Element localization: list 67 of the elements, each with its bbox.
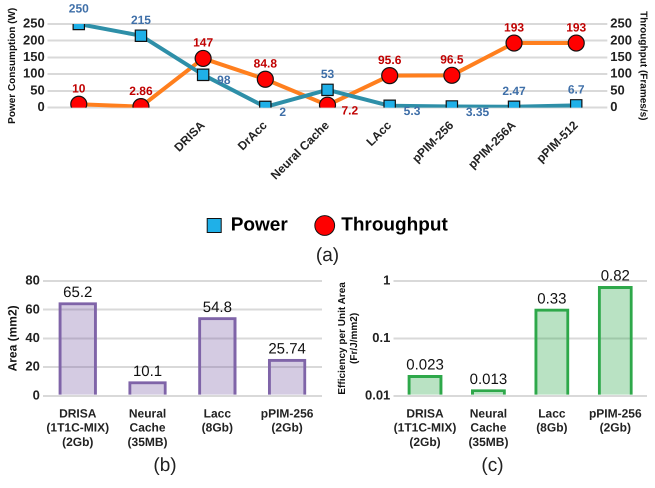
y-tick-label: 40 (25, 330, 40, 345)
y2-tick-label: 250 (610, 16, 632, 31)
y2-axis-title: Throughput (Frames/s) (637, 11, 648, 121)
data-label: 0.33 (537, 290, 566, 308)
y-tick-label: 50 (30, 82, 45, 98)
data-label: 10.1 (132, 362, 162, 380)
data-label: 2 (279, 105, 286, 120)
data-label: 0.023 (406, 356, 444, 374)
data-label: 84.8 (254, 56, 278, 71)
y-axis-title: Area (mm2) (6, 305, 20, 372)
data-label: 98 (217, 73, 231, 88)
bar (268, 358, 306, 395)
y2-tick-label: 100 (610, 66, 632, 81)
x-tick-label: Neural Cache (35MB) (468, 406, 508, 450)
data-label: 3.35 (466, 104, 490, 119)
data-label: 54.8 (202, 298, 232, 316)
data-label: 95.6 (378, 52, 402, 67)
y-tick-label: 100 (22, 66, 45, 81)
y-tick-label: 250 (22, 16, 45, 31)
text: (b) (152, 455, 178, 477)
y-tick-label: 0 (37, 99, 45, 114)
data-label: 2.47 (502, 84, 526, 98)
x-tick-label: Lacc (8Gb) (536, 406, 568, 435)
y-tick-label: 0.1 (372, 330, 390, 345)
bar (128, 381, 167, 395)
data-label: 193 (504, 20, 524, 34)
data-label: 5.3 (404, 104, 421, 118)
y2-tick-label: 50 (610, 82, 625, 98)
x-tick-label: DRISA (1T1C-MIX) (2Gb) (394, 406, 456, 450)
y-axis-title: Power Consumption (W) (6, 8, 18, 124)
y2-tick-label: 150 (610, 49, 632, 64)
legend-label: Throughput (341, 214, 448, 236)
data-label: 2.86 (129, 84, 153, 98)
y-axis-title: Efficiency per Unit Area (Fr/J/mm2) (336, 282, 360, 395)
data-label: 250 (68, 1, 90, 16)
y-tick-label: 150 (22, 49, 45, 64)
data-label: 96.5 (440, 52, 464, 67)
data-label: 0.013 (470, 370, 508, 388)
y-tick-label: 1 (383, 272, 390, 288)
y2-tick-label: 0 (610, 99, 618, 114)
bar (198, 317, 237, 395)
y-tick-label: 0 (32, 387, 40, 402)
data-label: 65.2 (63, 284, 92, 301)
text: (a) (314, 245, 340, 267)
y-tick-label: 80 (25, 272, 40, 288)
x-tick-label: pPIM-256 (2Gb) (588, 406, 642, 435)
data-label: 215 (130, 13, 152, 28)
bar (58, 302, 97, 395)
x-tick-label: DRISA (1T1C-MIX) (2Gb) (46, 406, 110, 450)
y-tick-label: 200 (22, 32, 45, 48)
data-label: 0.82 (600, 268, 630, 285)
x-tick-label: Neural Cache (35MB) (128, 406, 168, 450)
data-label: 53 (320, 67, 334, 82)
legend-label: Power (230, 214, 288, 236)
data-label: 25.74 (268, 340, 306, 358)
text: (c) (480, 455, 505, 477)
data-label: 7.2 (342, 103, 359, 118)
data-label: 10 (72, 82, 86, 96)
y-tick-label: 60 (25, 301, 40, 316)
x-tick-label: pPIM-256 (2Gb) (260, 406, 314, 435)
x-tick-label: Lacc (8Gb) (202, 406, 233, 435)
y-tick-label: 20 (25, 358, 40, 374)
y2-tick-label: 200 (610, 32, 632, 48)
data-label: 147 (193, 36, 214, 50)
data-label: 6.7 (568, 82, 585, 97)
data-label: 193 (566, 20, 587, 34)
y-tick-label: 0.01 (364, 387, 390, 402)
